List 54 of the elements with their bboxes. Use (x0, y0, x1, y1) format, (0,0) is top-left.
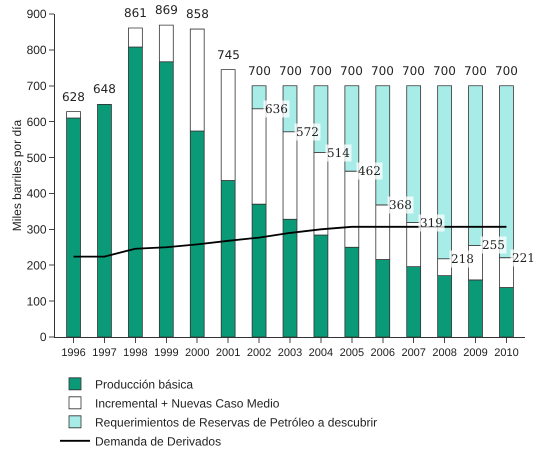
x-tick-label: 1998 (123, 347, 148, 360)
total-label: 861 (124, 6, 147, 20)
x-tick-label: 1996 (61, 347, 86, 360)
annotation: 221 (512, 251, 535, 265)
y-tick-label: 200 (26, 258, 47, 272)
x-tick-label: 1997 (92, 347, 117, 360)
total-label: 700 (402, 64, 425, 78)
x-tick-label: 2010 (494, 347, 519, 360)
total-label: 648 (93, 82, 116, 96)
y-tick-label: 700 (26, 78, 47, 93)
x-tick-label: 2009 (463, 347, 488, 360)
y-tick-label: 800 (26, 43, 47, 58)
x-tick-label: 2000 (185, 347, 210, 360)
y-tick-label: 0 (40, 330, 47, 344)
total-label: 858 (186, 7, 209, 21)
annotation: 368 (389, 198, 412, 212)
total-label: 700 (309, 64, 332, 78)
annotation: 218 (451, 252, 474, 266)
x-tick-label: 2008 (432, 347, 457, 360)
x-tick-label: 1999 (154, 347, 179, 360)
x-tick-label: 2003 (278, 347, 302, 360)
total-label: 700 (464, 64, 487, 78)
total-label: 700 (248, 64, 271, 78)
annotation: 636 (265, 102, 288, 116)
y-tick-label: 300 (26, 222, 47, 237)
total-label: 700 (371, 64, 394, 78)
total-label: 745 (217, 48, 240, 62)
legend-label: Demanda de Derivados (95, 434, 222, 448)
y-tick-label: 500 (26, 150, 47, 165)
x-tick-label: 2007 (401, 347, 426, 360)
total-label: 700 (433, 64, 456, 78)
annotation: 514 (327, 146, 350, 160)
x-tick-label: 2001 (216, 347, 240, 360)
legend-label: Producción básica (95, 377, 194, 392)
y-tick-label: 400 (26, 186, 47, 201)
legend-label: Incremental + Nuevas Caso Medio (95, 396, 280, 410)
x-tick-label: 2004 (308, 347, 334, 360)
annotation: 319 (420, 216, 443, 230)
legend-label: Requerimientos de Reservas de Petróleo a descubrir (95, 415, 378, 430)
y-tick-label: 600 (26, 114, 47, 129)
total-label: 700 (495, 64, 518, 78)
y-axis-title: Miles barriles por día (10, 119, 24, 232)
annotation: 572 (296, 125, 319, 139)
x-tick-label: 2005 (340, 347, 364, 360)
total-label: 700 (279, 64, 302, 78)
total-label: 700 (340, 64, 363, 78)
x-tick-label: 2006 (370, 347, 395, 360)
total-label: 628 (62, 90, 85, 104)
annotation: 462 (358, 164, 381, 178)
y-tick-label: 100 (26, 294, 47, 308)
y-tick-label: 900 (26, 7, 47, 22)
annotation: 255 (482, 238, 505, 252)
x-tick-label: 2002 (246, 347, 272, 360)
total-label: 869 (155, 3, 178, 17)
